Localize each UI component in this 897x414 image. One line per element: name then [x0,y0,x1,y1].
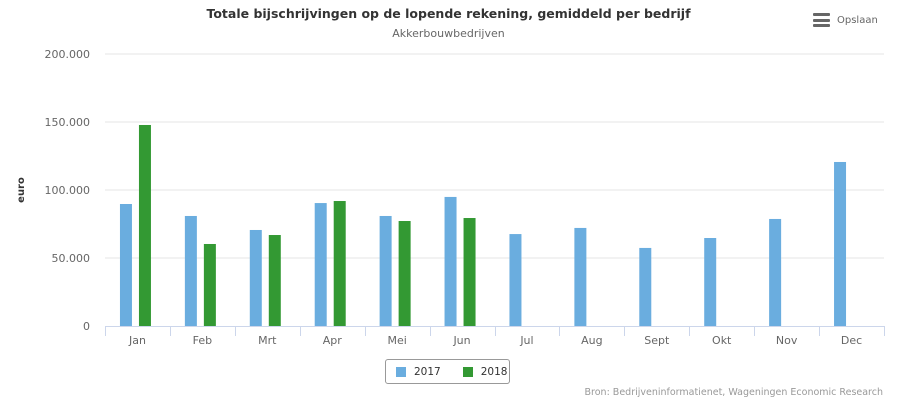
bar-2017-nov [769,218,782,326]
bars [119,124,847,326]
x-tick-label: Jul [519,334,533,347]
bar-2017-jul [509,234,522,326]
bar-2017-apr [314,203,327,326]
bar-2018-mei [398,221,411,326]
y-axis-labels: 0 50.000 100.000 150.000 200.000 [45,48,91,333]
y-tick-label: 100.000 [45,184,91,197]
bar-2018-jan [138,124,151,326]
legend-item-2017[interactable]: 2017 [396,366,441,378]
bar-2018-jun [463,218,476,326]
x-tick-label: Dec [841,334,862,347]
bar-2018-feb [203,243,216,326]
bar-2017-mrt [249,229,262,326]
x-tick-label: Aug [581,334,602,347]
bar-2017-aug [574,227,587,326]
bar-2017-mei [379,215,392,326]
bar-2017-okt [704,238,717,326]
bar-2017-sept [639,247,652,326]
y-tick-label: 200.000 [45,48,91,61]
legend-swatch-2018 [462,366,473,377]
hamburger-menu-icon [813,13,830,27]
x-tick-label: Mei [387,334,406,347]
bar-2017-jan [119,204,132,326]
x-tick-label: Jan [128,334,146,347]
y-tick-label: 0 [83,320,90,333]
legend-swatch-2017 [396,366,406,377]
chart-subtitle: Akkerbouwbedrijven [392,27,505,40]
legend: 2017 2018 [385,359,510,384]
x-tick-label: Feb [193,334,212,347]
bar-2018-mrt [268,235,281,326]
y-tick-label: 150.000 [45,116,91,129]
chart-title: Totale bijschrijvingen op de lopende rek… [206,6,691,21]
grid-lines [105,53,884,259]
legend-label-2018: 2018 [480,365,508,378]
x-tick-label: Nov [776,334,798,347]
export-menu-button[interactable]: Opslaan [813,13,878,27]
credits-source[interactable]: Bron: Bedrijveninformatienet, Wageningen… [584,387,883,398]
x-tick-label: Jun [452,334,470,347]
bar-2018-apr [333,201,346,326]
y-tick-label: 50.000 [52,252,91,265]
x-axis: Jan Feb Mrt Apr Mei Jun Jul Aug Sept Okt Nov Dec [105,326,885,347]
legend-item-2018[interactable]: 2018 [462,365,508,378]
x-tick-label: Okt [712,334,732,347]
y-axis-title: euro [16,177,27,203]
export-menu-label: Opslaan [837,14,878,26]
bar-2017-jun [444,196,457,326]
x-tick-label: Mrt [258,334,277,347]
bar-2017-feb [184,215,197,326]
x-tick-label: Sept [644,334,670,347]
legend-label-2017: 2017 [414,365,441,378]
bar-2017-dec [834,161,847,326]
x-tick-label: Apr [323,334,343,347]
